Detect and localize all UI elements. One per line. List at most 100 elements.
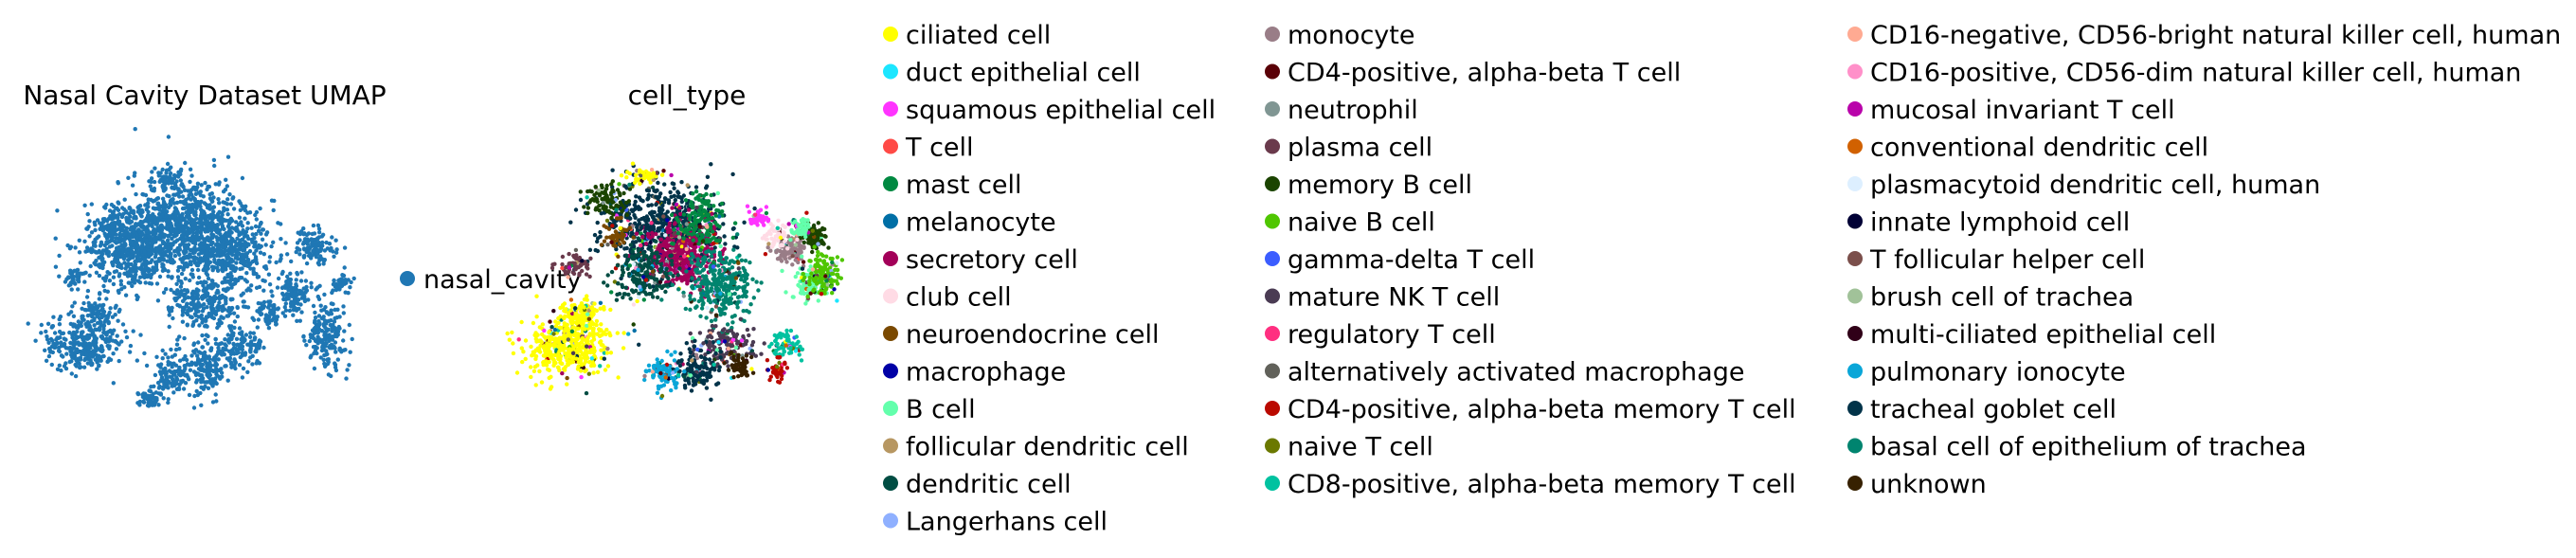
umap-point <box>225 207 230 212</box>
umap-point-basal-cell-of-epithelium-of-trachea <box>683 306 688 312</box>
umap-point <box>216 349 221 354</box>
umap-point <box>164 249 169 254</box>
umap-point <box>247 248 253 254</box>
umap-point <box>155 248 160 254</box>
umap-point <box>209 199 215 204</box>
umap-point <box>163 369 169 374</box>
umap-point <box>64 277 69 281</box>
umap-point <box>146 234 152 239</box>
umap-point-dendritic-cell <box>651 295 656 299</box>
umap-point <box>226 340 232 345</box>
umap-point <box>80 351 84 357</box>
umap-point <box>276 276 281 281</box>
umap-point <box>101 327 106 332</box>
umap-point <box>102 260 107 264</box>
umap-point <box>66 283 72 288</box>
umap-point <box>243 278 247 282</box>
umap-point-dendritic-cell <box>628 297 633 301</box>
umap-point <box>254 231 259 237</box>
umap-point <box>261 299 267 305</box>
umap-point <box>87 333 93 338</box>
umap-point <box>142 351 147 356</box>
umap-point <box>195 238 201 243</box>
umap-point <box>261 305 266 311</box>
umap-point-basal-cell-of-epithelium-of-trachea <box>751 296 756 300</box>
umap-point <box>179 372 184 377</box>
umap-point <box>313 318 317 323</box>
umap-point <box>243 207 248 213</box>
umap-point-basal-cell-of-epithelium-of-trachea <box>731 247 736 252</box>
umap-point <box>46 340 51 345</box>
umap-point <box>264 315 269 320</box>
umap-point <box>140 271 146 277</box>
umap-point <box>117 244 121 250</box>
umap-point <box>215 238 220 243</box>
umap-point <box>71 279 76 284</box>
umap-point <box>330 324 335 330</box>
umap-point <box>107 271 112 276</box>
umap-point <box>309 280 314 285</box>
umap-point <box>39 322 44 328</box>
umap-point <box>282 305 287 310</box>
umap-point <box>101 283 106 289</box>
umap-point <box>303 279 309 283</box>
umap-point <box>183 255 189 261</box>
umap-point <box>185 289 190 295</box>
umap-point <box>304 239 309 243</box>
umap-point <box>183 160 188 166</box>
umap-point-tracheal-goblet-cell <box>673 198 677 203</box>
umap-point <box>85 361 91 366</box>
umap-point <box>91 309 96 315</box>
umap-point <box>205 380 209 385</box>
umap-point <box>163 267 168 273</box>
umap-point <box>288 271 293 276</box>
umap-point <box>112 259 117 263</box>
umap-point <box>123 293 129 297</box>
umap-point <box>196 252 202 257</box>
umap-point <box>51 341 56 346</box>
umap-point <box>242 336 246 341</box>
umap-point <box>297 252 302 257</box>
umap-point <box>349 279 353 285</box>
umap-point <box>33 338 38 343</box>
umap-point <box>209 191 214 196</box>
umap-point <box>187 204 191 208</box>
umap-point <box>93 249 98 254</box>
umap-point-tracheal-goblet-cell <box>587 247 593 252</box>
umap-point <box>316 337 321 342</box>
umap-point <box>172 172 177 178</box>
umap-point <box>39 331 44 335</box>
umap-point <box>220 306 225 311</box>
umap-point <box>190 300 195 305</box>
umap-point <box>199 217 204 223</box>
umap-point <box>262 279 267 283</box>
umap-point <box>192 248 198 254</box>
umap-point <box>171 390 176 395</box>
umap-point <box>177 252 182 257</box>
umap-point <box>173 363 179 368</box>
umap-point <box>190 289 196 294</box>
umap-point <box>231 282 236 287</box>
umap-point-tracheal-goblet-cell <box>634 194 639 199</box>
umap-point-secretory-cell <box>659 258 665 262</box>
umap-point <box>226 255 231 261</box>
umap-point-tracheal-goblet-cell <box>676 189 680 194</box>
umap-point <box>295 241 300 245</box>
umap-point <box>176 264 181 270</box>
umap-point <box>93 237 98 243</box>
umap-point <box>88 328 93 333</box>
umap-point <box>166 359 171 365</box>
umap-point <box>118 282 124 287</box>
umap-point-tracheal-goblet-cell <box>663 196 668 202</box>
umap-point-basal-cell-of-epithelium-of-trachea <box>732 291 737 297</box>
umap-point <box>149 246 154 251</box>
umap-point <box>260 227 265 232</box>
umap-point <box>113 313 117 317</box>
umap-point <box>248 266 253 271</box>
umap-point <box>146 201 151 206</box>
umap-point <box>274 322 279 327</box>
umap-point <box>347 322 351 328</box>
umap-point-secretory-cell <box>634 231 639 236</box>
umap-point <box>207 300 211 306</box>
umap-point <box>211 195 216 200</box>
